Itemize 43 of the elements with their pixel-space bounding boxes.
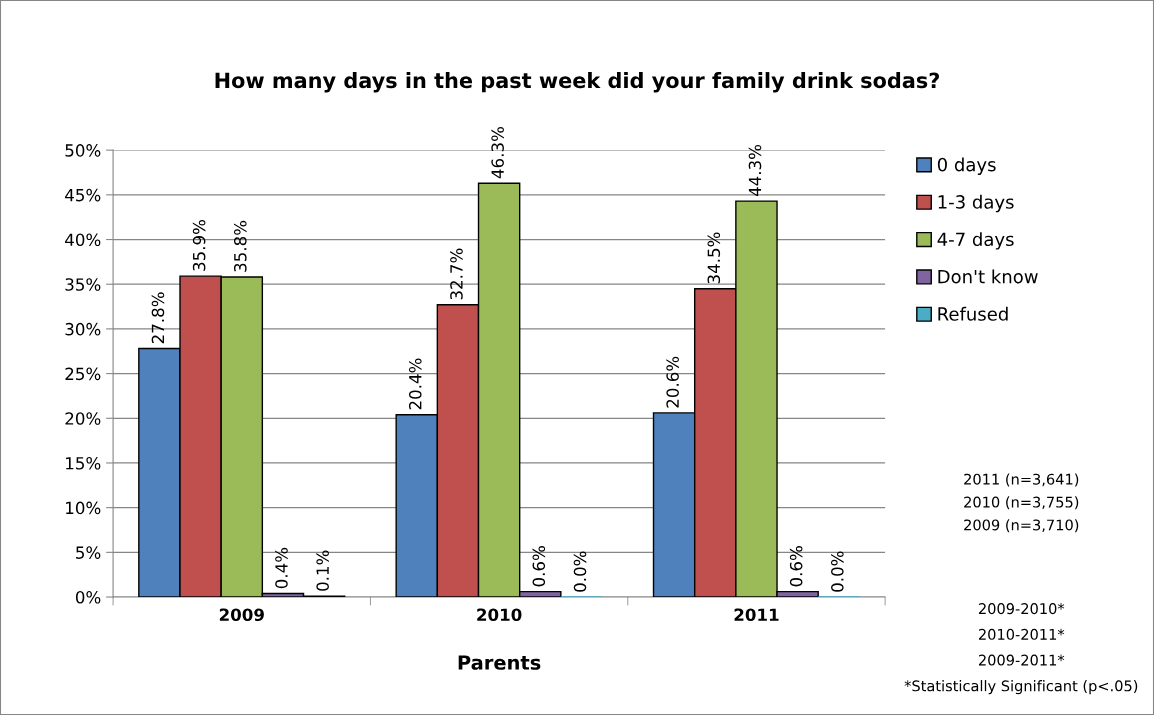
data-label: 0.6% (789, 546, 803, 587)
y-tick-label: 20% (65, 412, 101, 425)
data-label: 0.1% (316, 550, 329, 591)
data-label: 35.9% (192, 219, 206, 271)
y-tick-label: 50% (65, 144, 101, 157)
x-axis-title: Parents (458, 655, 541, 670)
y-tick-label: 45% (65, 188, 101, 202)
legend-label: 4-7 days (937, 232, 1014, 250)
data-label: 46.3% (491, 127, 504, 179)
data-label: 27.8% (151, 292, 165, 344)
chart-title: How many days in the past week did your family drink sodas? (215, 72, 939, 93)
data-label: 0.6% (532, 546, 546, 587)
text: 2010-2011* (978, 628, 1065, 640)
text: 2009-2010* (978, 603, 1065, 615)
legend-label: 1-3 days (938, 194, 1014, 213)
y-tick-label: 10% (66, 501, 101, 515)
data-label: 34.5% (707, 232, 721, 284)
text: 2010 (n=3,755) (964, 496, 1079, 510)
y-tick-label: 35% (65, 278, 101, 291)
y-tick-label: 30% (65, 322, 101, 336)
legend-label: Don't know (938, 269, 1038, 284)
data-label: 35.8% (233, 220, 247, 272)
y-tick-label: 25% (65, 367, 101, 381)
data-label: 0.0% (831, 551, 844, 592)
y-tick-label: 0% (75, 590, 101, 604)
text: *Statistically Significant (p<.05) (904, 680, 1138, 695)
text: 2009 (n=3,710) (964, 519, 1079, 533)
data-label: 44.3% (748, 144, 762, 197)
legend-label: 0 days (937, 157, 996, 175)
y-tick-label: 15% (66, 456, 101, 470)
text: 2011 (n=3,641) (964, 473, 1079, 487)
x-tick-label: 2009 (219, 608, 264, 622)
legend-label: Refused (938, 306, 1008, 321)
data-label: 0.4% (275, 547, 288, 589)
y-tick-label: 40% (65, 233, 101, 247)
x-tick-label: 2011 (734, 608, 779, 622)
data-label: 0.0% (573, 551, 587, 592)
data-label: 20.6% (666, 356, 679, 408)
data-label: 20.4% (408, 358, 422, 410)
data-label: 32.7% (450, 248, 463, 300)
y-tick-label: 5% (76, 546, 101, 559)
text: 2009-2011* (978, 654, 1065, 666)
x-tick-label: 2010 (477, 608, 522, 622)
